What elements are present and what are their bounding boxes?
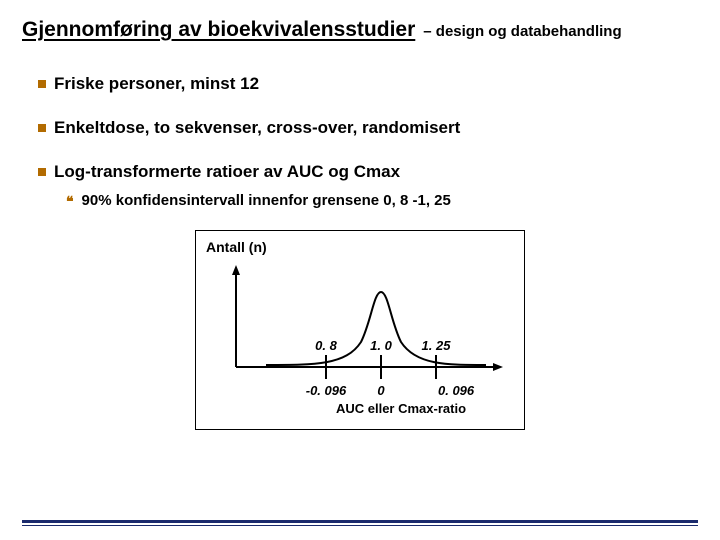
subbullet-icon: ❝ xyxy=(66,192,74,210)
slide-subtitle: – design og databehandling xyxy=(423,23,621,40)
square-bullet-icon xyxy=(38,80,46,88)
upper-label: 1. 0 xyxy=(370,338,392,353)
x-axis-label: AUC eller Cmax-ratio xyxy=(336,401,466,416)
bell-curve xyxy=(266,292,486,365)
subbullet-item: ❝ 90% konfidensintervall innenfor grense… xyxy=(66,192,698,210)
bullet-item: Log-transformerte ratioer av AUC og Cmax xyxy=(38,162,698,182)
subbullet-text: 90% konfidensintervall innenfor grensene… xyxy=(82,192,451,209)
square-bullet-icon xyxy=(38,124,46,132)
title-row: Gjennomføring av bioekvivalensstudier – … xyxy=(22,18,698,42)
square-bullet-icon xyxy=(38,168,46,176)
chart-y-label: Antall (n) xyxy=(206,239,514,255)
upper-label: 1. 25 xyxy=(422,338,452,353)
bullet-text: Enkeltdose, to sekvenser, cross-over, ra… xyxy=(54,118,460,138)
bullet-item: Enkeltdose, to sekvenser, cross-over, ra… xyxy=(38,118,698,138)
chart-container: Antall (n) 0. 8 1. 0 1. 25 -0. 096 0 0. … xyxy=(195,230,525,430)
lower-label: 0. 096 xyxy=(438,383,475,398)
y-axis-arrow-icon xyxy=(232,265,240,275)
lower-label: 0 xyxy=(377,383,385,398)
bullet-text: Log-transformerte ratioer av AUC og Cmax xyxy=(54,162,400,182)
lower-label: -0. 096 xyxy=(306,383,347,398)
upper-label: 0. 8 xyxy=(315,338,337,353)
distribution-chart: 0. 8 1. 0 1. 25 -0. 096 0 0. 096 AUC ell… xyxy=(206,257,516,422)
slide-title: Gjennomføring av bioekvivalensstudier xyxy=(22,18,415,42)
bullet-list: Friske personer, minst 12 Enkeltdose, to… xyxy=(22,74,698,210)
bullet-text: Friske personer, minst 12 xyxy=(54,74,259,94)
bullet-item: Friske personer, minst 12 xyxy=(38,74,698,94)
x-axis-arrow-icon xyxy=(493,363,503,371)
footer-divider xyxy=(22,520,698,526)
